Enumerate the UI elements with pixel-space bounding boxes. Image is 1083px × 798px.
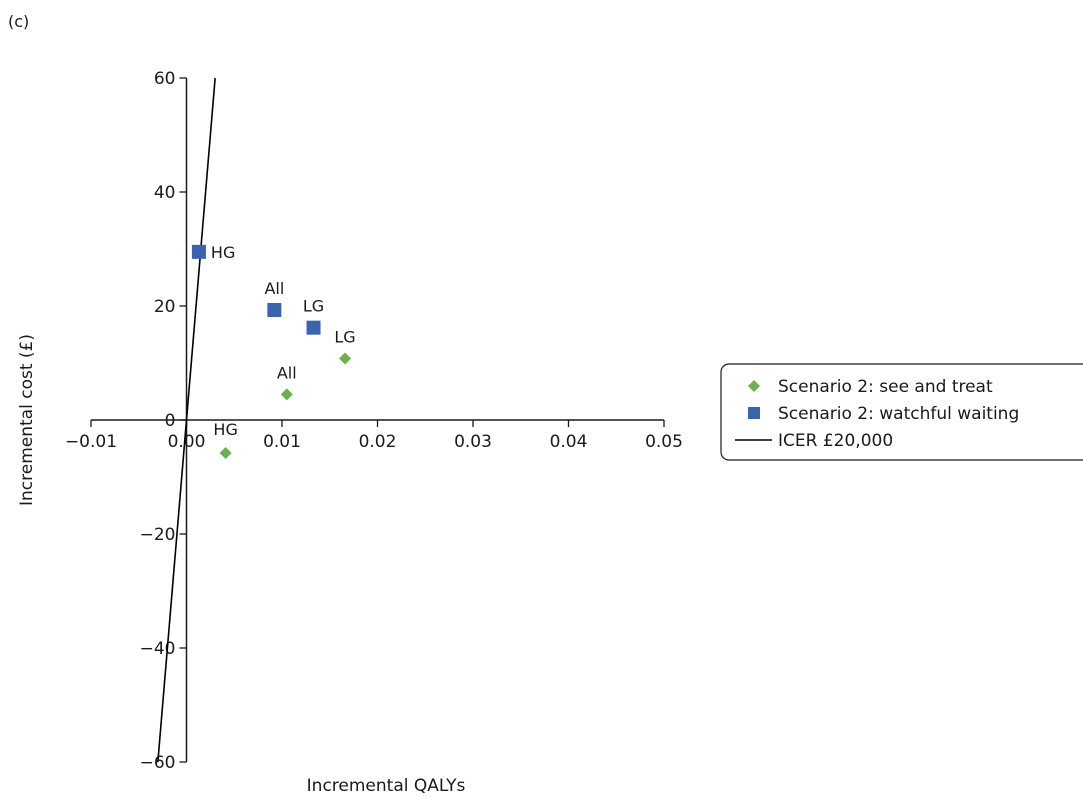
axes: −0.01 0.00 0.01 0.02 0.03 0.04 0.05 −60 −40 −20 0 2… bbox=[65, 69, 683, 773]
y-tick-label: 0 bbox=[165, 411, 176, 431]
x-tick-label: 0.04 bbox=[550, 432, 588, 452]
point-label: All bbox=[264, 279, 284, 298]
x-tick-label: 0.02 bbox=[359, 432, 397, 452]
point-label: LG bbox=[334, 327, 355, 346]
legend-label: Scenario 2: watchful waiting bbox=[778, 404, 1019, 424]
watchful-waiting-point bbox=[306, 320, 321, 335]
icer-line-group bbox=[157, 77, 216, 763]
legend-square-icon bbox=[748, 407, 760, 419]
y-tick-label: 60 bbox=[154, 69, 176, 89]
x-tick-label: 0.03 bbox=[454, 432, 492, 452]
x-tick-label: 0.05 bbox=[645, 432, 683, 452]
legend-label: Scenario 2: see and treat bbox=[778, 377, 993, 397]
y-tick-label: −40 bbox=[140, 639, 176, 659]
see-and-treat-point bbox=[339, 352, 352, 365]
point-label: HG bbox=[211, 243, 235, 262]
legend-label: ICER £20,000 bbox=[778, 431, 893, 451]
point-label: HG bbox=[213, 420, 237, 439]
watchful-waiting-point bbox=[191, 244, 206, 259]
data-points: HG All LG HG All LG bbox=[191, 243, 356, 460]
point-label: LG bbox=[303, 297, 324, 316]
icer-line bbox=[157, 77, 216, 763]
x-tick-label: 0.01 bbox=[263, 432, 301, 452]
x-tick-label: 0.00 bbox=[168, 432, 206, 452]
panel-label: (c) bbox=[8, 12, 29, 31]
x-axis-title: Incremental QALYs bbox=[307, 776, 466, 796]
legend-box bbox=[720, 363, 1083, 461]
y-tick-label: −20 bbox=[140, 525, 176, 545]
x-tick-label: −0.01 bbox=[65, 432, 117, 452]
y-axis-title: Incremental cost (£) bbox=[17, 334, 37, 506]
legend: Scenario 2: see and treat Scenario 2: wat… bbox=[720, 363, 1083, 461]
see-and-treat-point bbox=[280, 388, 293, 401]
watchful-waiting-point bbox=[267, 302, 282, 317]
see-and-treat-point bbox=[219, 447, 232, 460]
point-label: All bbox=[277, 363, 297, 382]
y-tick-label: 40 bbox=[154, 183, 176, 203]
y-tick-label: −60 bbox=[140, 753, 176, 773]
y-tick-label: 20 bbox=[154, 297, 176, 317]
legend-diamond-icon bbox=[748, 380, 760, 392]
